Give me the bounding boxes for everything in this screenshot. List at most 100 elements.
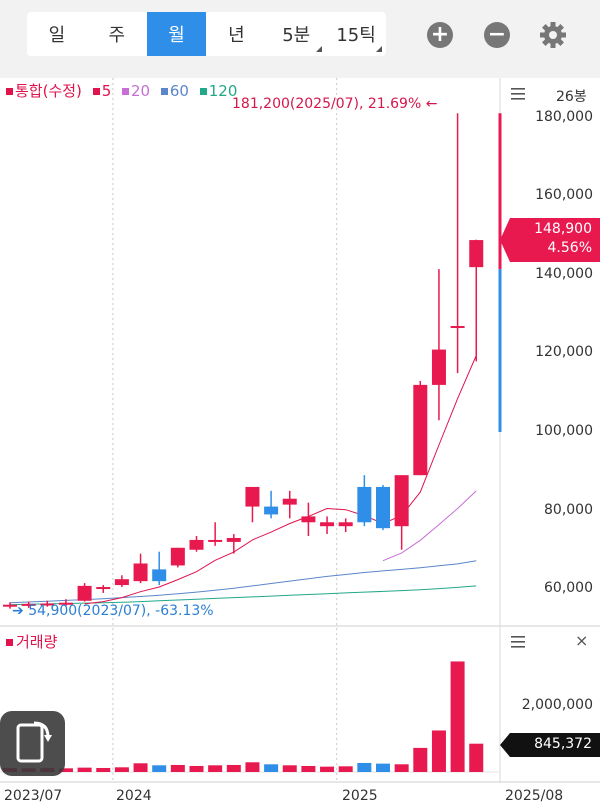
chart-legend: 통합(수정) 5 20 60 120 [6,80,239,101]
candle-body [469,240,484,268]
candle-body [96,587,111,590]
tab-2[interactable]: 월 [146,12,207,56]
candle-body [3,604,17,607]
high-annotation-text: 181,200(2025/07), 21.69% [232,96,422,112]
high-annotation: 181,200(2025/07), 21.69% ← [232,96,437,112]
candle-body [226,537,241,542]
candle-body [170,547,185,566]
zoom-in-button[interactable]: + [427,22,453,48]
candle-body [450,326,465,329]
tab-label: 5분 [282,25,311,46]
current-volume-tag: 845,372 [500,733,600,757]
period-tabs: 일 주 월 년 5분 15틱 [27,12,386,56]
volume-bar [450,661,465,772]
y-tick-label: 140,000 [535,266,593,282]
y-tick-label: 80,000 [544,502,593,518]
y-tick-label: 160,000 [535,187,593,203]
top-toolbar: 일 주 월 년 5분 15틱 + − [0,0,600,78]
menu-icon[interactable] [511,88,525,100]
volume-bar [394,764,409,772]
candle-body [152,569,167,582]
volume-bar [320,766,335,772]
candle-body [58,602,73,605]
dropdown-corner-icon [316,46,323,52]
price-tag-shape [500,218,600,262]
x-tick-label: 2025/08 [505,788,564,804]
volume-bar [114,767,129,772]
volume-bar [282,765,297,772]
candle-body [431,349,446,385]
candle-body [376,486,390,529]
x-tick-label: 2025 [342,788,378,804]
legend-swatch [6,88,13,95]
volume-bar [376,763,390,772]
tab-3[interactable]: 년 [206,12,266,56]
tab-label: 월 [168,25,185,46]
volume-bar [413,747,428,772]
legend-swatch [199,88,207,95]
rotate-icon [16,721,52,763]
volume-bar [152,765,167,772]
candle-body [413,384,428,476]
legend-ma5: 5 [101,82,112,100]
close-icon[interactable]: × [575,631,589,650]
volume-bar [469,743,484,772]
rotate-screen-button[interactable] [0,711,65,776]
tab-label: 년 [228,25,245,46]
candle-body [208,539,223,542]
candle-body [245,486,260,507]
volume-bar [208,765,223,772]
volume-tag-shape [500,733,600,757]
arrow-left-icon: ← [425,96,438,112]
tab-label: 주 [108,25,126,46]
candle-body [282,498,297,505]
candle-body [40,603,55,606]
ma20-line [382,490,477,562]
tab-4[interactable]: 5분 [266,12,326,56]
current-volume: 845,372 [534,736,592,752]
ma5-line [84,355,477,605]
candle-body [320,522,335,527]
tab-1[interactable]: 주 [87,12,147,56]
candle-body [301,516,316,523]
volume-label: 거래량 [16,633,58,651]
current-price-tag: 148,900 4.56% [500,218,600,262]
gear-icon[interactable] [538,20,568,50]
legend-ma120: 120 [208,82,238,100]
candle-body [133,563,148,582]
candle-body [264,506,279,515]
volume-bar [431,730,446,772]
legend-swatch [92,88,100,95]
legend-swatch [6,639,13,646]
y-tick-label: 120,000 [535,344,593,360]
candle-body [394,475,409,527]
candle-body [77,585,92,601]
volume-bar [170,764,185,772]
legend-ma60: 60 [169,82,189,100]
tab-label: 15틱 [336,25,376,46]
x-tick-label: 2024 [116,788,152,804]
price-change: 4.56% [547,240,592,256]
arrow-right-icon: ➔ [12,603,24,619]
volume-bar [301,765,316,772]
tab-label: 일 [48,25,66,46]
y-tick-label: 100,000 [535,423,593,439]
tab-0[interactable]: 일 [27,12,87,56]
y-tick-label: 180,000 [535,109,593,125]
volume-menu-icon[interactable] [511,636,525,648]
volume-bar [245,762,260,772]
candle-body [189,539,204,550]
legend-main: 통합(수정) [15,82,82,100]
tab-5[interactable]: 15틱 [326,12,386,56]
legend-swatch [160,88,168,95]
volume-bar [58,768,73,772]
candle-body [357,486,372,523]
y-tick-label: 60,000 [544,580,593,596]
zoom-out-button[interactable]: − [484,22,510,48]
x-tick-label: 2023/07 [4,788,63,804]
volume-legend: 거래량 [6,631,57,652]
legend-ma20: 20 [131,82,151,100]
volume-bar [357,762,372,772]
period-count: 26봉 [556,89,587,105]
